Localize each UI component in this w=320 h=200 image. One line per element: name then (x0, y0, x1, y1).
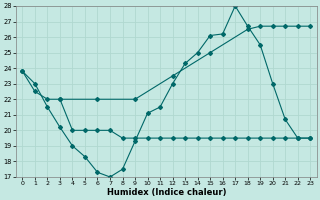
X-axis label: Humidex (Indice chaleur): Humidex (Indice chaleur) (107, 188, 226, 197)
